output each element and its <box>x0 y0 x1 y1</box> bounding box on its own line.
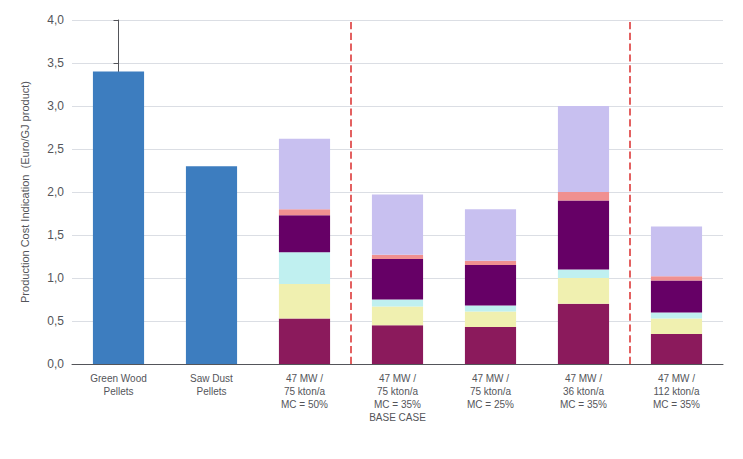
svg-text:Production Cost Indication (E: Production Cost Indication (Euro/GJ prod… <box>19 81 31 303</box>
svg-text:1,0: 1,0 <box>47 271 64 285</box>
svg-text:MC = 35%: MC = 35% <box>374 399 421 410</box>
svg-text:36 kton/a: 36 kton/a <box>563 386 605 397</box>
svg-text:112 kton/a: 112 kton/a <box>654 386 700 397</box>
svg-text:BASE CASE: BASE CASE <box>369 412 426 423</box>
svg-text:1,5: 1,5 <box>47 228 64 242</box>
svg-text:75 kton/a: 75 kton/a <box>284 386 326 397</box>
svg-text:75 kton/a: 75 kton/a <box>470 386 512 397</box>
svg-text:2,5: 2,5 <box>47 142 64 156</box>
svg-text:Pellets: Pellets <box>103 386 133 397</box>
svg-text:0,5: 0,5 <box>47 314 64 328</box>
svg-text:2,0: 2,0 <box>47 185 64 199</box>
svg-text:MC = 35%: MC = 35% <box>653 399 700 410</box>
svg-text:MC = 25%: MC = 25% <box>467 399 514 410</box>
svg-text:75 kton/a: 75 kton/a <box>377 386 419 397</box>
svg-text:3,0: 3,0 <box>47 99 64 113</box>
svg-text:47 MW /: 47 MW / <box>658 373 695 384</box>
svg-text:47 MW /: 47 MW / <box>379 373 416 384</box>
svg-text:47 MW /: 47 MW / <box>565 373 602 384</box>
svg-text:47 MW /: 47 MW / <box>472 373 509 384</box>
svg-text:Green Wood: Green Wood <box>90 373 147 384</box>
svg-text:MC = 35%: MC = 35% <box>560 399 607 410</box>
svg-text:Saw Dust: Saw Dust <box>190 373 233 384</box>
svg-text:3,5: 3,5 <box>47 56 64 70</box>
svg-text:MC = 50%: MC = 50% <box>281 399 328 410</box>
svg-text:0,0: 0,0 <box>47 357 64 371</box>
svg-text:47 MW /: 47 MW / <box>286 373 323 384</box>
svg-text:Pellets: Pellets <box>196 386 226 397</box>
svg-text:4,0: 4,0 <box>47 13 64 27</box>
